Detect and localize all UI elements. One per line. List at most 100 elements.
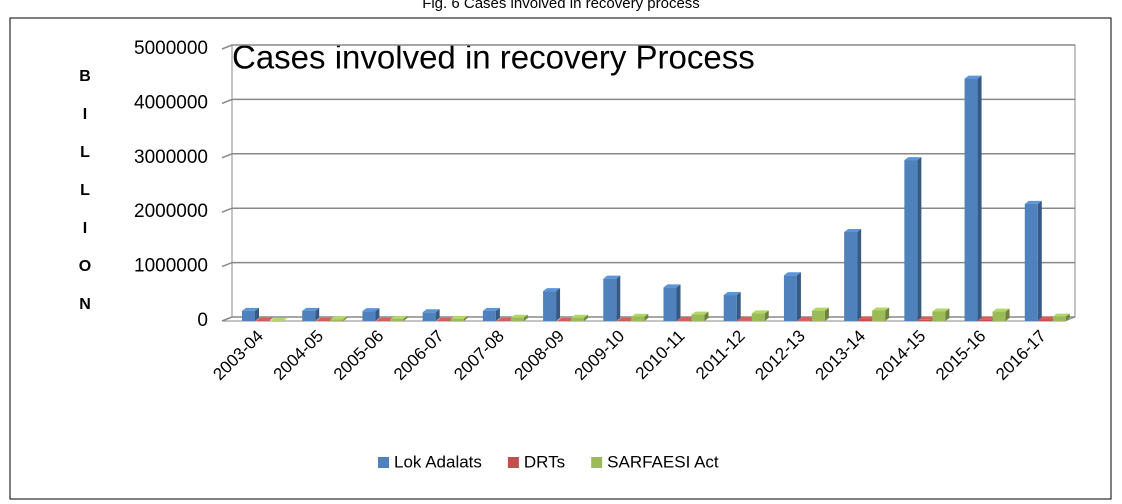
bar [302,307,320,321]
bar-front [691,314,705,321]
y-tick-label: 1000000 [134,256,208,277]
bar-front [783,275,797,321]
bar-front [872,310,886,321]
bar-side [435,309,440,321]
bar-side [796,272,801,321]
bar-side [343,316,348,321]
bar-side [523,314,528,321]
bar-top [737,317,755,321]
bar-front [450,318,464,321]
bar-front [482,310,496,321]
bar-side [375,308,380,321]
legend-label: Lok Adalats [394,452,482,471]
x-tick-label: 2011-12 [692,326,749,383]
x-tick-label: 2009-10 [571,326,629,384]
bar-top [617,317,635,321]
y-axis-label: BILLION [78,68,92,313]
bar-side [917,157,922,321]
bar-side [824,307,829,321]
bar [603,275,621,321]
x-tick-label: 2015-16 [932,326,990,384]
bar-front [330,319,344,321]
bar [1024,200,1042,321]
bar-front [932,311,946,321]
bar [663,284,681,321]
bar-top [992,308,1010,312]
bar-top [904,157,922,161]
bar-top [390,315,408,319]
bar-side [676,284,681,321]
bar [932,308,950,321]
bar-top [422,309,440,313]
bar-side [945,308,950,321]
bar-side [704,311,709,321]
x-tick-label: 2008-09 [510,326,568,384]
bar [482,307,500,321]
x-tick-label: 2005-06 [330,326,388,384]
bar [844,229,862,321]
bar [964,75,982,321]
bar-top [677,317,695,321]
bar-top [316,317,334,321]
bar-side [463,315,468,321]
grid-line [221,44,1075,50]
bar-top [918,316,936,320]
bar-front [978,319,992,321]
bar [691,311,709,321]
bar [510,314,528,321]
x-tick-label: 2016-17 [992,326,1050,384]
bar-side [764,310,769,321]
bar-side [1037,200,1042,321]
bar-front [797,320,811,321]
bar-top [362,308,380,312]
bar-front [631,316,645,321]
bar [362,308,380,321]
legend-swatch [591,457,603,468]
bar-top [496,317,514,321]
bar-front [964,78,978,321]
legend-swatch [378,457,389,468]
bar-front [571,317,585,321]
bar [543,288,561,321]
bar-front [242,310,255,321]
bar-top [242,307,259,311]
bar-top [723,292,741,296]
bar [330,316,348,321]
bar-side [556,288,561,321]
bar-top [797,317,815,321]
bar [270,318,287,321]
bar [422,309,440,321]
legend-swatch [507,457,519,468]
bar-side [616,275,621,321]
bar-top [256,317,273,321]
bar-side [977,75,982,321]
bar-top [811,307,829,311]
grid-line [221,153,1075,159]
bar-top [270,318,287,321]
bar-top [978,316,996,320]
bar-front [723,295,737,321]
bar-front [918,319,932,321]
bar-top [510,314,528,318]
bar-top [482,307,500,311]
bar-front [390,318,404,321]
bar-top [964,75,982,79]
bar-side [255,307,259,321]
x-tick-label: 2014-15 [872,326,930,384]
bar-top [1038,316,1056,320]
bar-top [603,275,621,279]
bar-side [736,292,741,321]
bar-side [1065,313,1070,321]
bar-side [1005,308,1010,321]
bar-front [1038,319,1052,321]
bar-top [376,317,394,321]
bar [783,272,801,321]
x-tick-label: 2013-14 [812,326,870,384]
chart-border [9,17,1112,500]
y-tick-label: 4000000 [134,92,208,113]
bar-top [858,316,876,320]
bar [904,157,922,321]
bar-top [691,311,709,315]
bar-front [663,287,677,321]
bar-front [992,311,1006,321]
